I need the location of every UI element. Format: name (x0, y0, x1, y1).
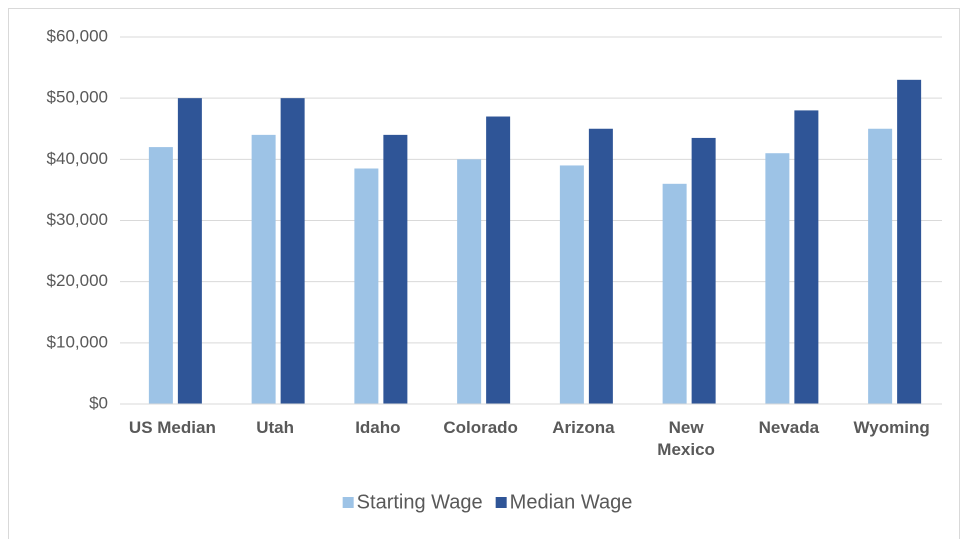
y-tick-label: $50,000 (47, 88, 108, 107)
bar (354, 168, 379, 404)
bar (765, 153, 790, 404)
x-tick-label: Arizona (552, 418, 615, 437)
bar (457, 159, 482, 404)
chart-border (8, 8, 960, 539)
bar (691, 137, 716, 405)
x-tick-label: New Mexico (657, 418, 715, 459)
bar (662, 183, 687, 404)
bar (588, 128, 613, 404)
bar (868, 128, 893, 404)
bar (383, 134, 408, 404)
x-tick-label: Nevada (758, 418, 820, 437)
bar (897, 79, 922, 405)
bar (148, 147, 173, 404)
bar (794, 110, 819, 405)
bar (486, 116, 511, 405)
bar (177, 98, 202, 405)
y-tick-label: $40,000 (47, 149, 108, 168)
legend-swatch (342, 497, 354, 508)
legend-swatch (495, 497, 507, 508)
legend-label: Starting Wage (357, 491, 483, 513)
y-tick-label: $0 (89, 393, 108, 412)
bar (251, 134, 276, 404)
bar (559, 165, 584, 404)
y-tick-label: $20,000 (47, 271, 108, 290)
bar (280, 98, 305, 405)
x-tick-label: Colorado (443, 418, 518, 437)
x-tick-label: Wyoming (853, 418, 930, 437)
y-tick-label: $30,000 (47, 210, 108, 229)
y-tick-label: $10,000 (47, 332, 108, 351)
x-tick-label: Idaho (355, 418, 401, 437)
y-tick-label: $60,000 (47, 26, 108, 45)
legend-label: Median Wage (510, 491, 633, 513)
x-tick-label: Utah (256, 418, 295, 437)
x-tick-label: US Median (128, 418, 216, 437)
